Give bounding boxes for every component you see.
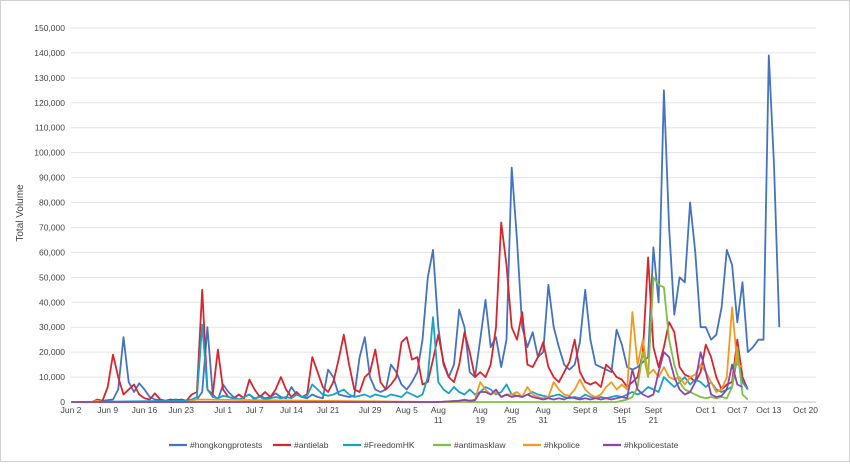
x-tick-label: Jul 14: [280, 405, 303, 415]
y-tick-label: 120,000: [34, 98, 65, 108]
x-tick-label: Jun 9: [97, 405, 118, 415]
y-tick-label: 150,000: [34, 23, 65, 33]
x-tick-label: Jul 7: [246, 405, 264, 415]
x-tick-label: 25: [507, 415, 517, 425]
x-axis-ticks: Jun 2 Jun 9 Jun 16 Jun 23 Jul 1 Jul 7 Jul 14 Ju…: [61, 405, 819, 425]
y-tick-label: 110,000: [35, 123, 65, 133]
series-line: [71, 54, 781, 403]
series-line: [70, 316, 749, 403]
series-line: [71, 276, 749, 403]
legend-label: #antimasklaw: [454, 440, 506, 450]
x-tick-label: Sept: [613, 405, 631, 415]
legend-label: #FreedomHK: [364, 440, 415, 450]
series-line: [71, 351, 743, 403]
x-tick-label: Oct 1: [696, 405, 717, 415]
x-tick-label: 21: [649, 415, 659, 425]
x-tick-label: Jun 23: [168, 405, 194, 415]
x-tick-label: 15: [617, 415, 627, 425]
x-tick-label: Aug: [431, 405, 446, 415]
x-tick-label: Oct 13: [756, 405, 781, 415]
y-tick-label: 60,000: [39, 247, 65, 257]
series-lines: [70, 54, 781, 403]
x-tick-label: 31: [538, 415, 548, 425]
x-tick-label: Oct 20: [793, 405, 818, 415]
x-tick-label: Aug 5: [396, 405, 418, 415]
x-tick-label: Oct 7: [727, 405, 748, 415]
x-tick-label: Aug: [504, 405, 519, 415]
x-tick-label: Jun 2: [61, 405, 82, 415]
y-tick-label: 70,000: [39, 222, 65, 232]
x-tick-label: 11: [434, 415, 443, 425]
y-tick-label: 130,000: [34, 73, 65, 83]
x-tick-label: Sept: [645, 405, 663, 415]
y-tick-label: 10,000: [39, 372, 65, 382]
x-tick-label: Jul 21: [317, 405, 340, 415]
x-tick-label: Jun 16: [132, 405, 158, 415]
y-tick-label: 40,000: [39, 297, 65, 307]
x-tick-label: 19: [475, 415, 485, 425]
legend-label: #antielab: [294, 440, 329, 450]
grid: [71, 27, 816, 403]
y-axis-label: Total Volume: [15, 184, 26, 242]
x-tick-label: Sept 8: [573, 405, 598, 415]
x-tick-label: Aug: [536, 405, 551, 415]
y-tick-label: 20,000: [39, 347, 65, 357]
y-tick-label: 0: [60, 397, 65, 407]
x-tick-label: Jul 1: [214, 405, 232, 415]
y-tick-label: 100,000: [34, 148, 65, 158]
series-line: [71, 221, 749, 403]
y-tick-label: 80,000: [39, 198, 65, 208]
x-tick-label: Aug: [473, 405, 488, 415]
y-tick-label: 90,000: [39, 173, 65, 183]
legend: #hongkongprotests #antielab #FreedomHK #ant…: [169, 440, 679, 450]
y-axis-ticks: 0 10,000 20,000 30,000 40,000 50,000 60,000 70,…: [34, 23, 65, 407]
y-tick-label: 140,000: [34, 48, 65, 58]
y-tick-label: 30,000: [39, 322, 65, 332]
x-tick-label: Jul 29: [359, 405, 382, 415]
legend-label: #hkpolicestate: [624, 440, 679, 450]
legend-label: #hkpolice: [544, 440, 580, 450]
y-tick-label: 50,000: [39, 272, 65, 282]
legend-label: #hongkongprotests: [190, 440, 262, 450]
